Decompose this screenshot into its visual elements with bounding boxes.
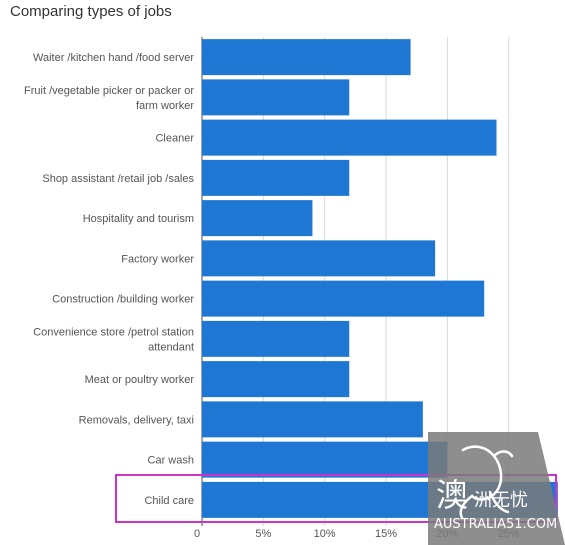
bar-6 [202, 280, 485, 317]
category-label-10: Car wash [148, 455, 194, 467]
child-care-highlight-box [115, 474, 557, 523]
bar-5 [202, 240, 436, 277]
bar-9 [202, 401, 423, 438]
bars [202, 39, 558, 518]
bar-2 [202, 119, 497, 156]
category-label-7: Convenience store /petrol station attenda… [33, 326, 194, 353]
category-label-3: Shop assistant /retail job /sales [42, 173, 194, 185]
category-label-6: Construction /building worker [52, 294, 194, 306]
category-label-11: Child care [144, 495, 194, 507]
x-tick-10: 10% [314, 528, 336, 540]
kangaroo-icon [459, 445, 514, 520]
bar-1 [202, 79, 350, 116]
x-tick-15: 15% [375, 528, 397, 540]
category-label-5: Factory worker [121, 253, 194, 265]
category-label-8: Meat or poultry worker [85, 374, 195, 386]
watermark-text: 洲无忧 [474, 490, 528, 511]
category-label-9: Removals, delivery, taxi [79, 414, 194, 426]
x-tick-5: 5% [255, 528, 271, 540]
x-tick-0: 0 [194, 528, 200, 540]
bar-7 [202, 320, 350, 357]
bar-10 [202, 441, 448, 478]
bar-0 [202, 39, 411, 76]
watermark-glyph: 澳 [436, 476, 468, 514]
watermark-site: AUSTRALIA51.COM [434, 517, 557, 532]
chart-title: Comparing types of jobs [10, 3, 172, 20]
category-label-4: Hospitality and tourism [83, 213, 194, 225]
category-label-2: Cleaner [155, 133, 194, 145]
category-labels: Waiter /kitchen hand /food server Fruit /… [24, 52, 194, 507]
bar-4 [202, 200, 313, 237]
category-label-0: Waiter /kitchen hand /food server [33, 52, 194, 64]
category-label-1: Fruit /vegetable picker or packer or farm… [24, 85, 194, 112]
bar-8 [202, 361, 350, 398]
watermark-logo: 澳 洲无忧 AUSTRALIA51.COM [428, 432, 565, 545]
bar-3 [202, 159, 350, 196]
